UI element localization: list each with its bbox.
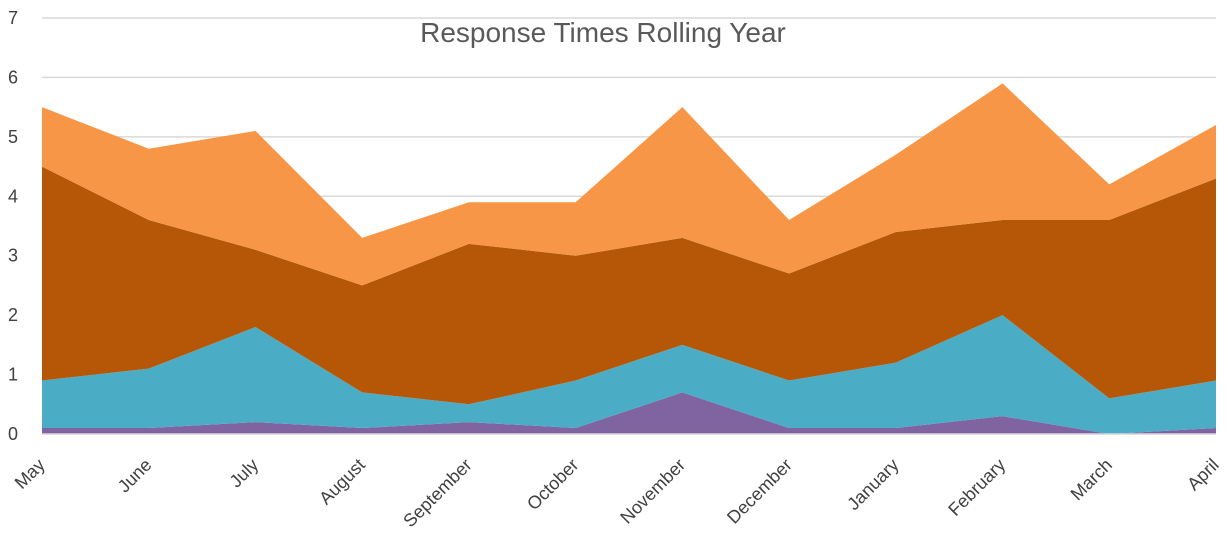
- x-tick-label: November: [616, 455, 689, 528]
- x-tick-label: July: [226, 455, 263, 492]
- y-tick-label: 3: [8, 246, 18, 266]
- y-tick-label: 0: [8, 424, 18, 444]
- x-tick-label: March: [1067, 455, 1117, 505]
- x-tick-label: April: [1183, 455, 1223, 495]
- y-tick-label: 6: [8, 67, 18, 87]
- y-tick-label: 2: [8, 305, 18, 325]
- x-tick-label: October: [523, 455, 582, 514]
- y-tick-label: 7: [8, 8, 18, 28]
- area-series-2: [42, 315, 1216, 434]
- y-tick-label: 4: [8, 186, 18, 206]
- x-tick-label: August: [315, 455, 369, 509]
- x-tick-label: September: [399, 455, 475, 531]
- plot-areas: [42, 83, 1216, 435]
- chart-title: Response Times Rolling Year: [420, 17, 786, 48]
- y-tick-label: 1: [8, 365, 18, 385]
- area-series-1: [42, 392, 1216, 434]
- x-axis-ticks: May June July August September October Novembe…: [11, 455, 1223, 531]
- x-tick-label: February: [944, 455, 1009, 520]
- y-tick-label: 5: [8, 127, 18, 147]
- area-series-3: [42, 166, 1216, 405]
- x-tick-label: May: [11, 455, 49, 493]
- x-tick-label: December: [723, 455, 796, 528]
- x-tick-label: June: [114, 455, 156, 497]
- y-axis-ticks: 0 1 2 3 4 5 6 7: [8, 8, 18, 444]
- x-tick-label: January: [843, 455, 902, 514]
- area-series-4: [42, 83, 1216, 286]
